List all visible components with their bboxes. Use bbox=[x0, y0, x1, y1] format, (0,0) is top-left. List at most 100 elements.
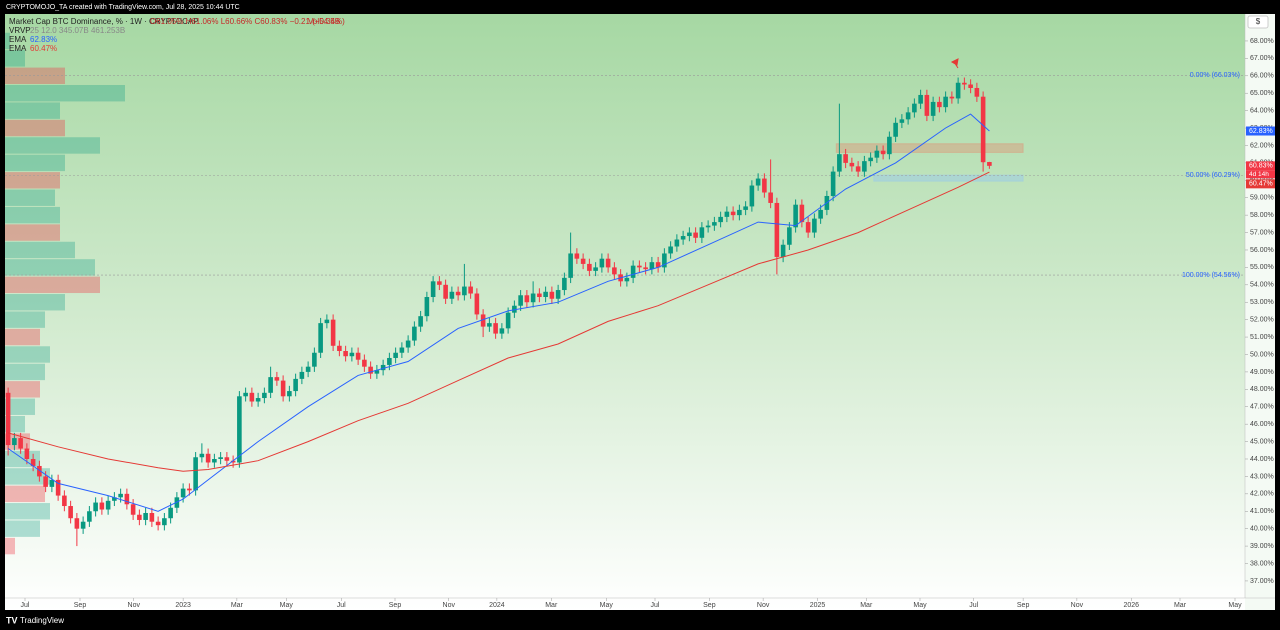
candle-body bbox=[643, 267, 648, 270]
volume-readout: Vol54.5B bbox=[308, 17, 340, 26]
x-tick-label: Mar bbox=[231, 602, 244, 609]
candle-body bbox=[518, 295, 523, 306]
legend-name: EMA bbox=[9, 35, 27, 44]
candle-body bbox=[93, 502, 98, 512]
candle-body bbox=[455, 291, 461, 296]
flag-marker bbox=[950, 58, 959, 69]
candle-body bbox=[499, 328, 505, 334]
x-tick-label: 2026 bbox=[1123, 602, 1139, 609]
volume-profile-bar bbox=[5, 102, 60, 119]
candle-body bbox=[405, 340, 411, 348]
countdown-box bbox=[1246, 170, 1275, 179]
candle-body bbox=[118, 493, 123, 498]
candle-body bbox=[299, 371, 305, 379]
legend-name: VRVP bbox=[9, 26, 31, 35]
volume-profile-bar bbox=[5, 50, 25, 67]
candle-body bbox=[137, 514, 142, 520]
currency-button[interactable] bbox=[1247, 15, 1269, 29]
candle-body bbox=[862, 161, 867, 172]
volume-profile-bar bbox=[5, 485, 45, 503]
price-label: 60.83% bbox=[1249, 163, 1273, 170]
x-tick-label: Jul bbox=[337, 602, 346, 609]
candle-body bbox=[449, 291, 455, 299]
y-tick-label: 43.00% bbox=[1250, 473, 1274, 480]
candle-body bbox=[24, 448, 30, 459]
ohlc-readout: O61.05% H61.06% L60.66% C60.83% −0.21 (−… bbox=[150, 17, 345, 26]
candle-body bbox=[762, 178, 767, 193]
candle-body bbox=[368, 366, 373, 374]
y-tick-label: 50.00% bbox=[1250, 351, 1274, 358]
x-tick-label: May bbox=[1228, 602, 1242, 609]
y-tick-label: 51.00% bbox=[1250, 334, 1274, 341]
y-tick-label: 65.00% bbox=[1250, 90, 1274, 97]
candle-body bbox=[718, 216, 723, 223]
candle-body bbox=[187, 488, 192, 491]
candle-body bbox=[218, 457, 223, 459]
candle-body bbox=[287, 391, 292, 397]
ema-line bbox=[7, 171, 990, 472]
candle-body bbox=[143, 512, 148, 520]
candle-body bbox=[87, 511, 92, 522]
candle-body bbox=[918, 94, 923, 104]
candle-body bbox=[380, 364, 386, 371]
candle-body bbox=[399, 347, 405, 353]
y-tick-label: 66.00% bbox=[1250, 73, 1274, 80]
y-tick-label: 48.00% bbox=[1250, 386, 1274, 393]
candle-body bbox=[974, 87, 980, 97]
candle-body bbox=[793, 204, 798, 228]
candle-body bbox=[374, 370, 380, 374]
legend-value: 25 12.0 345.07B 461.253B bbox=[30, 26, 125, 35]
candle-body bbox=[180, 488, 186, 498]
candle-body bbox=[680, 236, 686, 240]
candle-body bbox=[649, 262, 655, 270]
candle-body bbox=[874, 150, 880, 158]
candle-body bbox=[268, 377, 273, 393]
candle-body bbox=[868, 157, 873, 162]
x-tick-label: May bbox=[600, 602, 614, 609]
currency-button-label[interactable]: $ bbox=[1256, 17, 1261, 26]
volume-profile-bar bbox=[5, 67, 65, 85]
fib-level-label: 100.00% (54.56%) bbox=[1182, 272, 1240, 279]
y-tick-label: 53.00% bbox=[1250, 299, 1274, 306]
y-tick-label: 55.00% bbox=[1250, 264, 1274, 271]
candle-body bbox=[462, 286, 467, 296]
candle-body bbox=[799, 204, 805, 223]
volume-profile-bar bbox=[5, 276, 100, 294]
candle-body bbox=[205, 453, 211, 463]
candle-body bbox=[512, 305, 517, 313]
candle-body bbox=[530, 293, 536, 303]
candle-body bbox=[837, 154, 842, 172]
candle-body bbox=[543, 291, 548, 298]
candle-body bbox=[112, 497, 117, 501]
candle-body bbox=[474, 293, 480, 315]
y-tick-label: 67.00% bbox=[1250, 55, 1274, 62]
x-tick-label: Nov bbox=[757, 602, 770, 609]
legend-name: EMA bbox=[9, 44, 27, 53]
x-tick-label: Sep bbox=[703, 602, 716, 609]
candle-body bbox=[5, 392, 11, 446]
candle-body bbox=[162, 518, 167, 526]
volume-profile-bar bbox=[5, 119, 65, 137]
candle-body bbox=[574, 253, 580, 259]
candle-body bbox=[818, 209, 823, 219]
candle-body bbox=[505, 312, 511, 329]
candle-body bbox=[243, 392, 248, 397]
volume-profile-bar bbox=[5, 346, 50, 363]
candle-body bbox=[899, 119, 905, 123]
candle-body bbox=[74, 518, 80, 529]
brand-name: TradingView bbox=[20, 616, 64, 625]
candle-body bbox=[255, 398, 261, 402]
price-label-box bbox=[1246, 161, 1275, 171]
candle-body bbox=[605, 258, 611, 268]
y-tick-label: 62.00% bbox=[1250, 142, 1274, 149]
candle-body bbox=[537, 293, 542, 298]
candle-body bbox=[155, 521, 161, 526]
candle-body bbox=[68, 506, 73, 519]
candle-body bbox=[480, 314, 486, 327]
candle-body bbox=[468, 286, 473, 294]
candle-body bbox=[349, 352, 355, 357]
candle-body bbox=[630, 265, 636, 278]
candle-body bbox=[687, 232, 692, 237]
x-tick-label: Sep bbox=[389, 602, 402, 609]
